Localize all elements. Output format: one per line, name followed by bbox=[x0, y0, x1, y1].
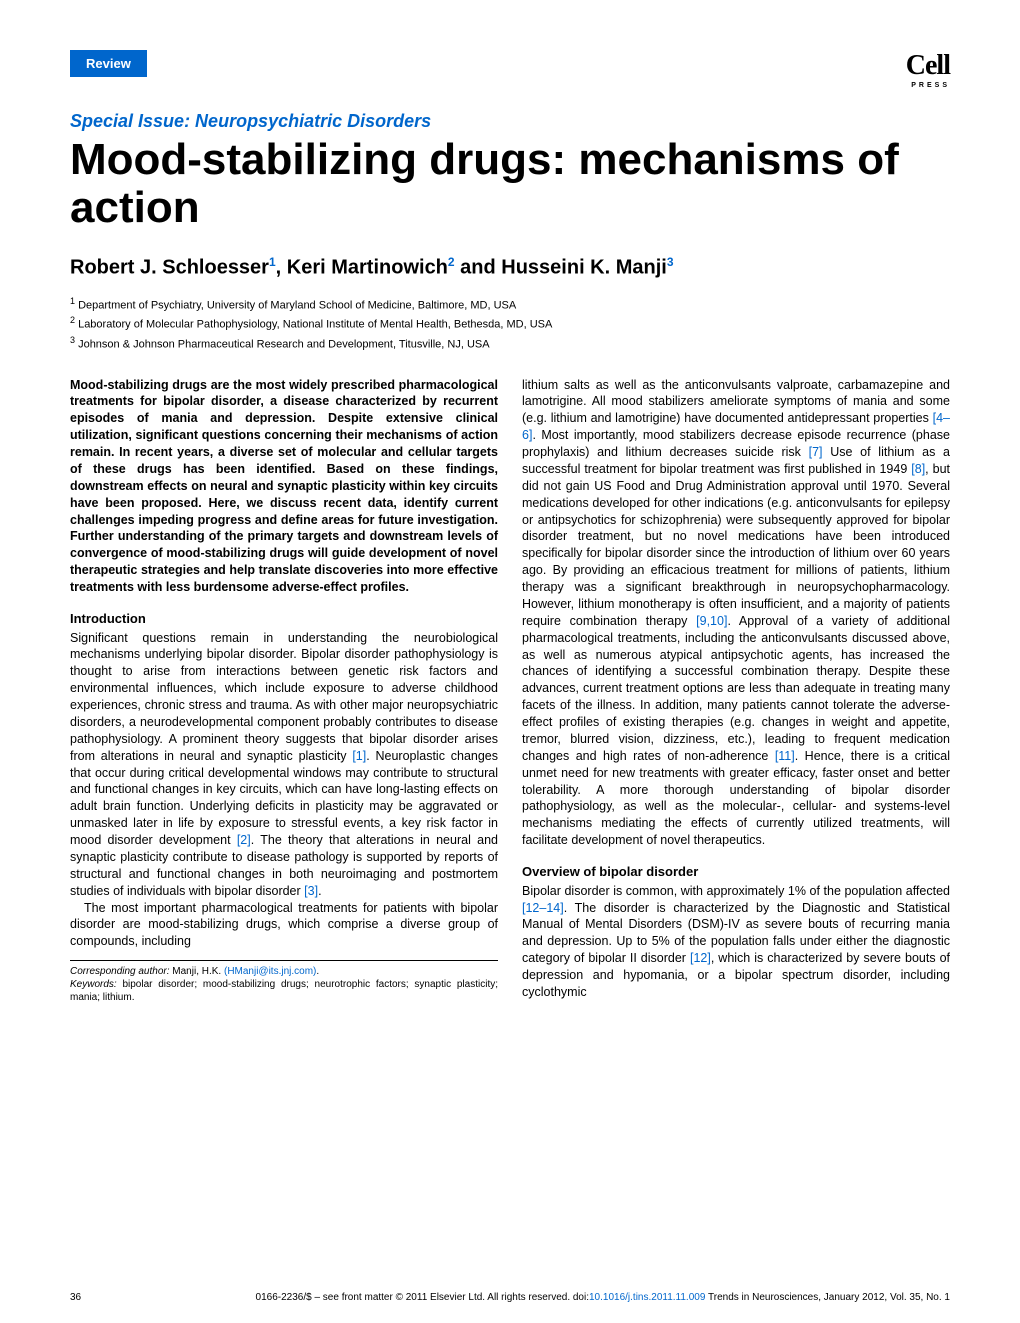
introduction-heading: Introduction bbox=[70, 610, 498, 628]
footer-text-b: Trends in Neurosciences, January 2012, V… bbox=[705, 1292, 950, 1303]
author-list: Robert J. Schloesser1, Keri Martinowich2… bbox=[70, 255, 950, 280]
c2p1e: . Approval of a variety of additional ph… bbox=[522, 614, 950, 763]
overview-paragraph-1: Bipolar disorder is common, with approxi… bbox=[522, 883, 950, 1001]
ref-12-14[interactable]: [12–14] bbox=[522, 901, 564, 915]
corr-email[interactable]: (HManji@its.jnj.com) bbox=[224, 966, 316, 977]
author-2-sup: 2 bbox=[448, 255, 455, 269]
doi-link[interactable]: 10.1016/j.tins.2011.11.009 bbox=[589, 1292, 705, 1303]
column-left: Mood-stabilizing drugs are the most wide… bbox=[70, 377, 498, 1005]
keywords-line: Keywords: bipolar disorder; mood-stabili… bbox=[70, 978, 498, 1004]
c2p1f: . Hence, there is a critical unmet need … bbox=[522, 749, 950, 847]
aff1-text: Department of Psychiatry, University of … bbox=[75, 300, 516, 312]
col2-paragraph-1: lithium salts as well as the anticonvuls… bbox=[522, 377, 950, 850]
top-bar: Review Cell PRESS bbox=[70, 50, 950, 89]
body-columns: Mood-stabilizing drugs are the most wide… bbox=[70, 377, 950, 1005]
logo-main: Cell bbox=[906, 50, 950, 82]
column-right: lithium salts as well as the anticonvuls… bbox=[522, 377, 950, 1005]
affiliations: 1 Department of Psychiatry, University o… bbox=[70, 295, 950, 352]
ref-2[interactable]: [2] bbox=[237, 833, 251, 847]
overview-heading: Overview of bipolar disorder bbox=[522, 863, 950, 881]
ovp1a: Bipolar disorder is common, with approxi… bbox=[522, 884, 950, 898]
abstract: Mood-stabilizing drugs are the most wide… bbox=[70, 377, 498, 596]
affiliation-2: 2 Laboratory of Molecular Pathophysiolog… bbox=[70, 314, 950, 333]
footer-text-a: 0166-2236/$ – see front matter © 2011 El… bbox=[256, 1292, 589, 1303]
intro-p1a: Significant questions remain in understa… bbox=[70, 631, 498, 763]
c2p1d: , but did not gain US Food and Drug Admi… bbox=[522, 462, 950, 628]
intro-paragraph-2: The most important pharmacological treat… bbox=[70, 900, 498, 951]
affiliation-1: 1 Department of Psychiatry, University o… bbox=[70, 295, 950, 314]
review-badge: Review bbox=[70, 50, 147, 77]
corr-period: . bbox=[316, 966, 319, 977]
intro-p1d: . bbox=[318, 884, 321, 898]
aff2-text: Laboratory of Molecular Pathophysiology,… bbox=[75, 319, 552, 331]
author-3-sup: 3 bbox=[667, 255, 674, 269]
logo-sub: PRESS bbox=[911, 82, 950, 89]
author-1: Robert J. Schloesser bbox=[70, 256, 269, 278]
corresponding-footer: Corresponding author: Manji, H.K. (HManj… bbox=[70, 960, 498, 1004]
ref-12[interactable]: [12] bbox=[690, 951, 711, 965]
page-footer: 36 0166-2236/$ – see front matter © 2011… bbox=[70, 1292, 950, 1303]
corr-label: Corresponding author: bbox=[70, 966, 170, 977]
intro-paragraph-1: Significant questions remain in understa… bbox=[70, 630, 498, 900]
ref-11[interactable]: [11] bbox=[775, 749, 795, 763]
special-issue-label: Special Issue: Neuropsychiatric Disorder… bbox=[70, 111, 950, 132]
author-3: and Husseini K. Manji bbox=[455, 256, 667, 278]
c2p1a: lithium salts as well as the anticonvuls… bbox=[522, 378, 950, 426]
author-2: , Keri Martinowich bbox=[276, 256, 448, 278]
publisher-logo: Cell PRESS bbox=[906, 50, 950, 89]
ref-3[interactable]: [3] bbox=[304, 884, 318, 898]
author-1-sup: 1 bbox=[269, 255, 276, 269]
ref-9-10[interactable]: [9,10] bbox=[696, 614, 727, 628]
article-title: Mood-stabilizing drugs: mechanisms of ac… bbox=[70, 136, 950, 233]
aff3-text: Johnson & Johnson Pharmaceutical Researc… bbox=[75, 338, 490, 350]
footer-citation: 0166-2236/$ – see front matter © 2011 El… bbox=[256, 1292, 950, 1303]
keywords-text: bipolar disorder; mood-stabilizing drugs… bbox=[70, 979, 498, 1003]
keywords-label: Keywords: bbox=[70, 979, 117, 990]
page-number: 36 bbox=[70, 1292, 81, 1303]
affiliation-3: 3 Johnson & Johnson Pharmaceutical Resea… bbox=[70, 334, 950, 353]
corr-name: Manji, H.K. bbox=[170, 966, 224, 977]
ref-1[interactable]: [1] bbox=[352, 749, 366, 763]
corresponding-author: Corresponding author: Manji, H.K. (HManj… bbox=[70, 965, 498, 978]
ref-7[interactable]: [7] bbox=[809, 445, 823, 459]
ref-8[interactable]: [8] bbox=[911, 462, 925, 476]
